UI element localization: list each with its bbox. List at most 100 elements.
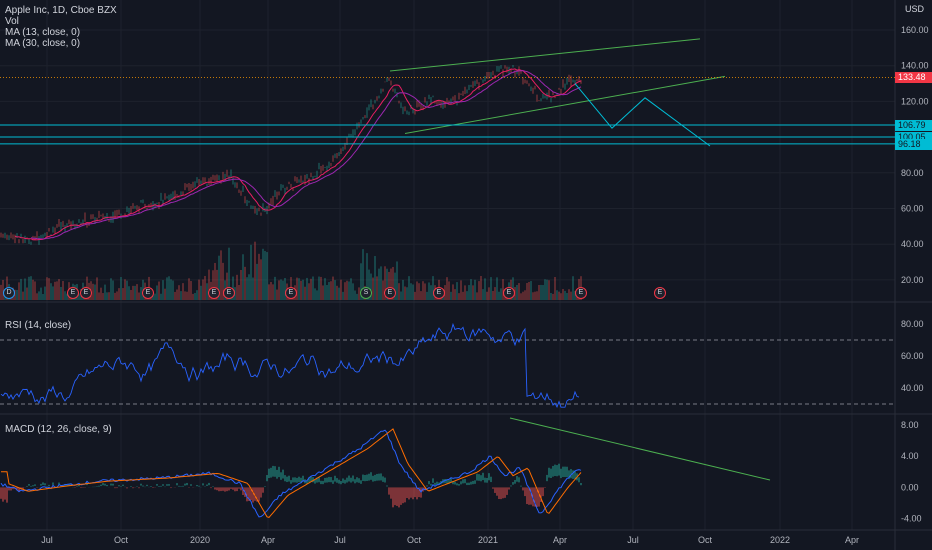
volume-bar [538, 285, 540, 300]
earnings-event-icon[interactable]: E [433, 287, 445, 299]
macd-histogram-bar [504, 487, 506, 498]
earnings-event-icon[interactable]: E [575, 287, 587, 299]
macd-histogram-bar [530, 487, 532, 505]
volume-bar [432, 276, 434, 300]
volume-bar [320, 276, 322, 300]
volume-bar [14, 289, 16, 300]
macd-histogram-bar [568, 470, 570, 479]
macd-histogram-bar [542, 487, 544, 497]
volume-bar [120, 277, 122, 300]
macd-histogram-bar [336, 478, 338, 483]
volume-bar [26, 287, 28, 300]
volume-bar [322, 285, 324, 300]
volume-bar [350, 278, 352, 300]
macd-histogram-bar [18, 487, 20, 492]
symbol-title[interactable]: Apple Inc, 1D, Cboe BZX [5, 5, 117, 16]
time-tick: Jul [627, 535, 639, 545]
volume-bar [354, 290, 356, 300]
macd-histogram-bar [432, 478, 434, 483]
volume-bar [400, 291, 402, 300]
macd-histogram-bar [390, 487, 392, 499]
macd-histogram-bar [334, 475, 336, 482]
volume-bar [362, 249, 364, 300]
volume-bar [472, 285, 474, 300]
macd-histogram-bar [434, 482, 436, 486]
rsi-legend[interactable]: RSI (14, close) [5, 320, 72, 331]
macd-histogram-bar [332, 480, 334, 484]
volume-bar [112, 280, 114, 300]
earnings-event-icon[interactable]: E [80, 287, 92, 299]
macd-histogram-bar [10, 487, 12, 491]
macd-legend[interactable]: MACD (12, 26, close, 9) [5, 424, 112, 435]
volume-bar [298, 278, 300, 300]
volume-bar [46, 277, 48, 300]
volume-bar [468, 285, 470, 300]
earnings-event-icon[interactable]: E [384, 287, 396, 299]
volume-bar [486, 291, 488, 300]
macd-histogram-bar [330, 477, 332, 483]
volume-bar [384, 266, 386, 300]
volume-bar [122, 288, 124, 300]
macd-histogram-bar [32, 485, 34, 487]
macd-histogram-bar [496, 487, 498, 496]
volume-bar [168, 276, 170, 300]
macd-histogram-bar [326, 477, 328, 483]
earnings-event-icon[interactable]: E [503, 287, 515, 299]
macd-histogram-bar [142, 485, 144, 487]
price-candles [0, 64, 582, 245]
volume-bar [532, 292, 534, 300]
macd-histogram-bar [180, 486, 182, 487]
volume-bar [454, 289, 456, 300]
macd-histogram-bar [132, 487, 134, 489]
volume-bar [194, 292, 196, 300]
rsi-tick: 40.00 [901, 383, 924, 393]
earnings-event-icon[interactable]: E [223, 287, 235, 299]
earnings-event-icon[interactable]: E [208, 287, 220, 299]
volume-bar [138, 292, 140, 300]
price-tick: 80.00 [901, 168, 924, 178]
dividend-event-icon[interactable]: D [3, 287, 15, 299]
currency-label[interactable]: USD [904, 4, 924, 14]
volume-bar [130, 289, 132, 300]
volume-bar [114, 292, 116, 300]
macd-histogram-bar [252, 487, 254, 503]
earnings-event-icon[interactable]: E [285, 287, 297, 299]
ma13-indicator-label[interactable]: MA (13, close, 0) [5, 27, 81, 38]
macd-histogram-bar [490, 476, 492, 483]
macd-histogram-bar [126, 487, 128, 489]
volume-bar [494, 287, 496, 300]
volume-bar [250, 244, 252, 300]
macd-histogram-bar [260, 487, 262, 498]
volume-bar [550, 292, 552, 300]
macd-tick: -4.00 [901, 514, 922, 524]
volume-bar [554, 276, 556, 300]
volume-indicator-label[interactable]: Vol [5, 16, 19, 27]
macd-histogram-bar [562, 466, 564, 478]
macd-tick: 0.00 [901, 482, 919, 492]
volume-bar [64, 291, 66, 300]
macd-histogram-bar [292, 477, 294, 483]
macd-histogram-bar [270, 467, 272, 478]
macd-histogram-bar [184, 483, 186, 486]
volume-bar [264, 250, 266, 300]
macd-histogram-bar [280, 472, 282, 480]
macd-histogram-bar [386, 485, 388, 487]
volume-bar [424, 283, 426, 300]
lower-trendline [404, 75, 726, 135]
volume-bar [34, 281, 36, 300]
volume-bar [190, 281, 192, 300]
macd-histogram-bar [508, 487, 510, 490]
earnings-event-icon[interactable]: E [67, 287, 79, 299]
macd-histogram-bar [34, 484, 36, 486]
volume-bar [170, 279, 172, 300]
ma30-indicator-label[interactable]: MA (30, close, 0) [5, 38, 81, 49]
earnings-event-icon[interactable]: E [654, 287, 666, 299]
macd-histogram-bar [264, 486, 266, 487]
macd-histogram-bar [182, 485, 184, 487]
earnings-event-icon[interactable]: E [142, 287, 154, 299]
split-event-icon[interactable]: S [360, 287, 372, 299]
macd-histogram-bar [388, 487, 390, 495]
drawing-tools[interactable] [0, 38, 895, 481]
macd-histogram-bar [308, 477, 310, 483]
